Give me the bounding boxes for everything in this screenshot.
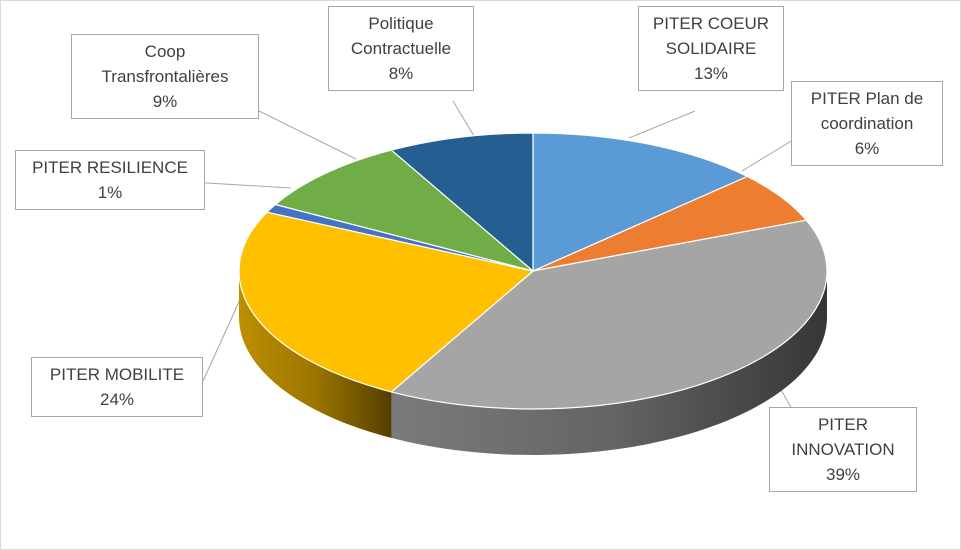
slice-label-coop-transfrontalieres: Coop Transfrontalières 9% <box>71 34 259 119</box>
slice-label-line: PITER <box>817 415 869 434</box>
leader-line <box>628 110 696 139</box>
leader-line <box>205 182 292 189</box>
slice-value-label: 39% <box>825 465 861 484</box>
pie-side-shading <box>391 271 827 455</box>
slice-value-label: 9% <box>152 92 178 111</box>
slice-label-line: PITER RESILIENCE <box>32 158 188 177</box>
slice-label-resilience: PITER RESILIENCE 1% <box>15 150 205 210</box>
pie-slices <box>238 132 828 410</box>
slice-label-line: PITER MOBILITE <box>49 365 185 384</box>
slice-value-label: 6% <box>854 139 880 158</box>
slice-label-coeur-solidaire: PITER COEUR SOLIDAIRE 13% <box>638 6 784 91</box>
slice-value-label: 13% <box>693 64 729 83</box>
slice-label-innovation: PITER INNOVATION 39% <box>769 407 917 492</box>
slice-label-line: INNOVATION <box>791 440 895 459</box>
leader-line <box>258 110 357 160</box>
slice-label-line: Transfrontalières <box>101 67 229 86</box>
slice-label-line: PITER COEUR <box>652 14 770 33</box>
slice-label-line: Politique <box>368 14 434 33</box>
slice-label-line: coordination <box>820 114 914 133</box>
pie-slice <box>390 219 828 410</box>
slice-label-line: SOLIDAIRE <box>665 39 757 58</box>
pie-slice <box>532 132 749 272</box>
pie-slice <box>274 149 534 272</box>
slice-value-label: 24% <box>99 390 135 409</box>
pie-slice <box>390 132 534 273</box>
slice-label-line: PITER Plan de <box>810 89 924 108</box>
slice-value-label: 8% <box>388 64 414 83</box>
slice-label-line: Contractuelle <box>350 39 452 58</box>
slice-value-label: 1% <box>97 183 123 202</box>
slice-label-mobilite: PITER MOBILITE 24% <box>31 357 203 417</box>
slice-label-politique-contractuelle: Politique Contractuelle 8% <box>328 6 474 91</box>
leader-line <box>452 100 475 137</box>
leader-line <box>202 292 244 382</box>
pie-sides <box>239 271 827 455</box>
pie-slice <box>238 211 535 393</box>
pie-side-shading <box>239 271 392 438</box>
slice-label-line: Coop <box>144 42 186 61</box>
slice-label-plan-coordination: PITER Plan de coordination 6% <box>791 81 943 166</box>
